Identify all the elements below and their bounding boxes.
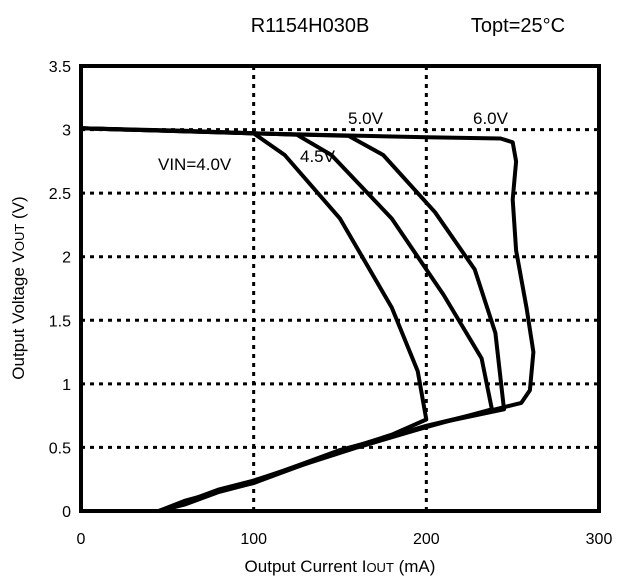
- series-label-6-0: 6.0V: [473, 109, 509, 128]
- grid-layer: [81, 66, 599, 511]
- y-tick-label: 1: [62, 377, 71, 394]
- y-tick-label: 2: [62, 250, 71, 267]
- y-tick-label: 0.5: [49, 440, 71, 457]
- tick-layer: 0 0.5 1 1.5 2 2.5 3 3.5 0 100 200 300: [49, 59, 613, 548]
- y-tick-label: 0: [62, 504, 71, 521]
- series-label-5-0: 5.0V: [348, 109, 384, 128]
- x-tick-label: 300: [586, 531, 613, 548]
- x-tick-label: 0: [77, 531, 86, 548]
- x-tick-label: 200: [413, 531, 440, 548]
- chart-title-temperature: Topt=25°C: [471, 15, 565, 37]
- series-label-vin-4-0: VIN=4.0V: [158, 155, 232, 174]
- series-layer: [79, 126, 536, 513]
- series-line-4-5v: [79, 126, 494, 513]
- y-tick-label: 3.5: [49, 59, 71, 76]
- y-tick-label: 2.5: [49, 186, 71, 203]
- chart-title-device: R1154H030B: [251, 15, 370, 37]
- y-axis-label: Output Voltage VOUT (V): [9, 196, 28, 379]
- plot-frame: [79, 64, 601, 513]
- y-tick-label: 1.5: [49, 313, 71, 330]
- x-tick-label: 100: [240, 531, 267, 548]
- series-line-6-0v: [79, 126, 536, 513]
- y-tick-label: 3: [62, 123, 71, 140]
- x-axis-label: Output Current IOUT (mA): [245, 557, 436, 576]
- series-label-4-5: 4.5V: [300, 147, 336, 166]
